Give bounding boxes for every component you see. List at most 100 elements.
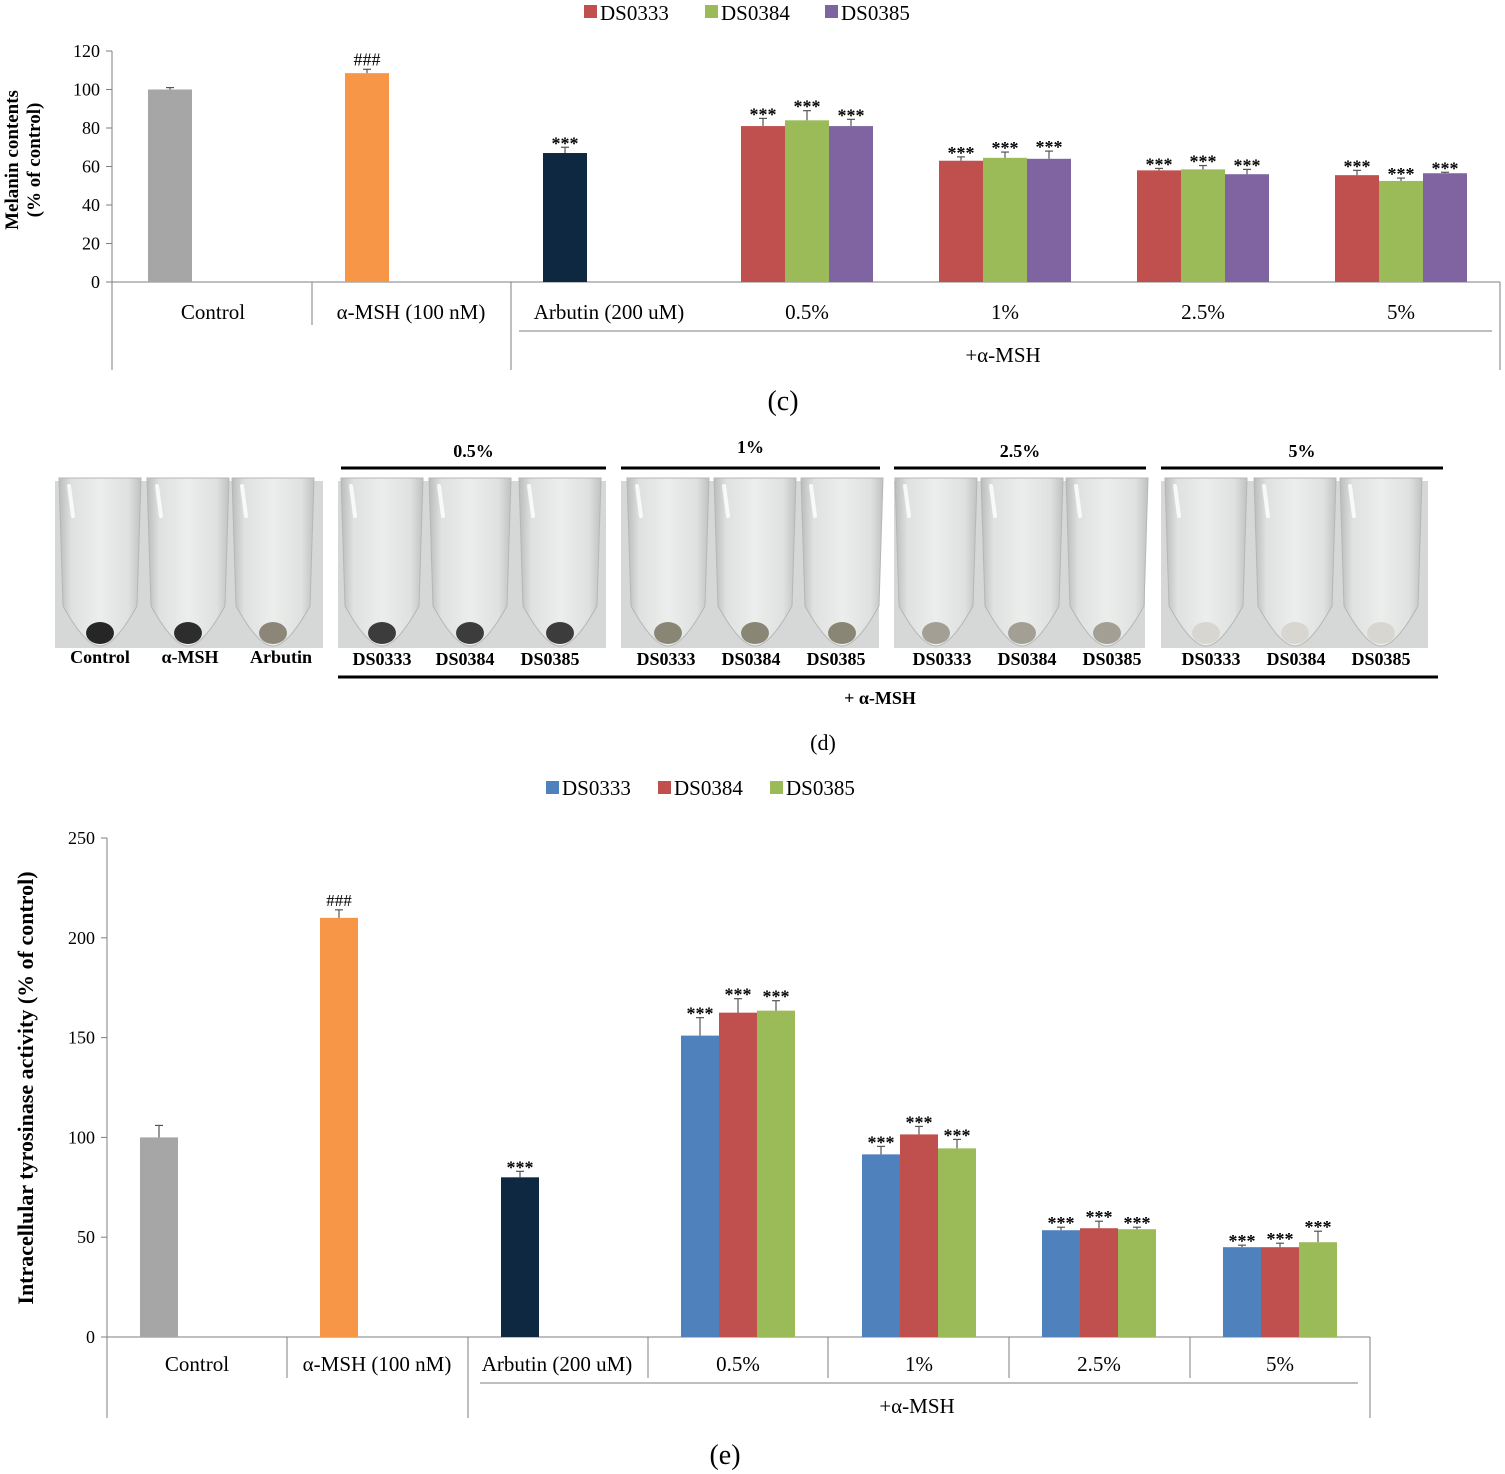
bar-ds0333 — [1335, 175, 1379, 282]
legend-label-ds0333: DS0333 — [562, 776, 631, 800]
y-axis-title-line2: (% of control) — [24, 103, 45, 218]
legend-label-ds0385: DS0385 — [841, 1, 910, 25]
tube-body — [894, 477, 978, 647]
tube-label: DS0333 — [1181, 649, 1240, 669]
tube-body — [340, 477, 424, 647]
category-label: 0.5% — [785, 300, 829, 324]
significance-stars: *** — [1124, 1213, 1151, 1233]
y-tick-label: 100 — [68, 1127, 95, 1147]
melanin-pellet — [741, 622, 769, 644]
significance-stars: *** — [838, 105, 865, 125]
tube-body — [1339, 477, 1423, 647]
y-tick-label: 60 — [82, 157, 100, 177]
category-label: 0.5% — [716, 1352, 760, 1376]
group-label-alpha-msh: +α-MSH — [965, 343, 1040, 367]
y-tick-label: 80 — [82, 118, 100, 138]
y-tick-label: 20 — [82, 234, 100, 254]
category-label: 2.5% — [1181, 300, 1225, 324]
y-axis-title: Melanin contents (% of control) — [2, 90, 45, 230]
category-label: 5% — [1387, 300, 1415, 324]
y-tick-label: 0 — [86, 1327, 95, 1347]
tube-label: DS0385 — [1351, 649, 1410, 669]
legend-label-ds0333: DS0333 — [600, 1, 669, 25]
bar-ds0384 — [1080, 1228, 1118, 1337]
melanin-pellet — [456, 622, 484, 644]
y-tick-label: 50 — [77, 1227, 95, 1247]
y-tick-label: 200 — [68, 928, 95, 948]
tube-ds0333 — [1164, 477, 1248, 647]
tube-label: α-MSH — [161, 647, 218, 667]
tube-label: DS0384 — [997, 649, 1056, 669]
tube-body — [1065, 477, 1149, 647]
bar-ds0333 — [1042, 1230, 1080, 1337]
legend-swatch-ds0385 — [825, 5, 838, 18]
category-label: α-MSH (100 nM) — [337, 300, 486, 324]
tube-glare — [903, 484, 911, 518]
tube-glare — [1348, 484, 1356, 518]
tube-arbutin — [231, 477, 315, 647]
legend-label-ds0385: DS0385 — [786, 776, 855, 800]
tube-glare — [240, 484, 248, 518]
tube-label: DS0385 — [806, 649, 865, 669]
bar-ds0333 — [741, 126, 785, 282]
tube-body — [980, 477, 1064, 647]
tube-ds0385 — [1065, 477, 1149, 647]
tube-glare — [349, 484, 357, 518]
bar-ds0333 — [939, 160, 983, 282]
y-tick-label: 100 — [73, 80, 100, 100]
tube-body — [146, 477, 230, 647]
melanin-pellet — [1192, 622, 1220, 644]
tube-body — [231, 477, 315, 647]
y-tick-label: 40 — [82, 195, 100, 215]
tube-ds0385 — [518, 477, 602, 647]
significance-stars: *** — [687, 1004, 714, 1024]
tube-label: DS0385 — [520, 649, 579, 669]
significance-stars: *** — [1344, 156, 1371, 176]
group-label-alpha-msh: +α-MSH — [879, 1394, 954, 1418]
tube-glare — [155, 484, 163, 518]
tube-label: DS0333 — [912, 649, 971, 669]
tube-ds0385 — [800, 477, 884, 647]
tube-glare — [527, 484, 535, 518]
tube-body — [800, 477, 884, 647]
tube-ds0384 — [1253, 477, 1337, 647]
tube-ds0333 — [894, 477, 978, 647]
melanin-pellet — [546, 622, 574, 644]
significance-hash: ### — [326, 891, 352, 910]
tube-glare — [67, 484, 75, 518]
bar-alpha-msh — [345, 73, 389, 282]
melanin-pellet — [1367, 622, 1395, 644]
legend: DS0333 DS0384 DS0385 — [584, 1, 910, 25]
melanin-pellet — [828, 622, 856, 644]
bar-ds0384 — [900, 1134, 938, 1337]
significance-stars: *** — [1432, 158, 1459, 178]
category-label: Arbutin (200 uM) — [534, 300, 685, 324]
bar-arbutin — [501, 1177, 539, 1337]
category-label: 2.5% — [1077, 1352, 1121, 1376]
tube-glare — [1074, 484, 1082, 518]
tube-label: Control — [70, 647, 130, 667]
legend-swatch-ds0384 — [705, 5, 718, 18]
category-label: Control — [165, 1352, 229, 1376]
significance-stars: *** — [1190, 152, 1217, 172]
tube-ds0333 — [626, 477, 710, 647]
significance-stars: *** — [1229, 1231, 1256, 1251]
category-labels: +α-MSH Control α-MSH (100 nM) Arbutin (200 … — [165, 1352, 1294, 1418]
bar-arbutin — [543, 153, 587, 282]
y-axis-title-line1: Melanin contents — [2, 90, 23, 230]
category-label: Control — [181, 300, 245, 324]
bar-ds0384 — [1261, 1247, 1299, 1337]
significance-stars: *** — [1086, 1207, 1113, 1227]
legend-label-ds0384: DS0384 — [721, 1, 790, 25]
bar-ds0385 — [829, 126, 873, 282]
legend-swatch-ds0333 — [546, 781, 559, 794]
bar-ds0385 — [1423, 173, 1467, 282]
bar-ds0333 — [1223, 1247, 1261, 1337]
tube-glare — [635, 484, 643, 518]
bar-ds0384 — [1181, 169, 1225, 282]
tube-glare — [989, 484, 997, 518]
tube-ds0384 — [713, 477, 797, 647]
category-label: Arbutin (200 uM) — [482, 1352, 633, 1376]
y-tick-label: 250 — [68, 828, 95, 848]
